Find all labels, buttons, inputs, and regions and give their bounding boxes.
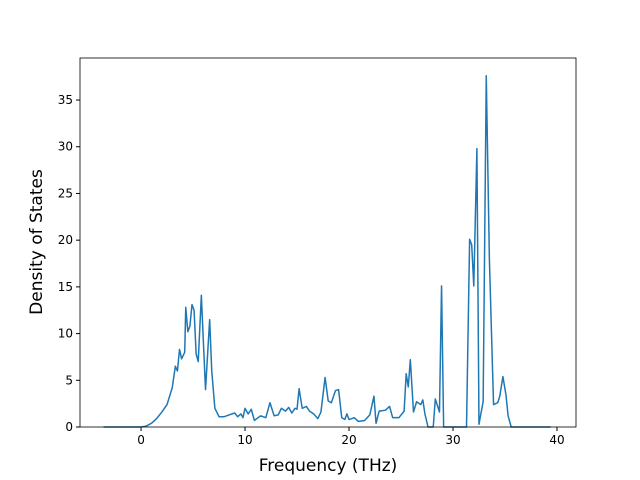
x-tick-label: 10 — [237, 433, 252, 447]
y-tick-label: 30 — [58, 140, 73, 154]
x-tick-label: 0 — [137, 433, 145, 447]
y-axis-label: Density of States — [27, 169, 47, 315]
data-line — [103, 74, 551, 428]
x-tick-label: 20 — [341, 433, 356, 447]
y-tick-label: 10 — [58, 327, 73, 341]
y-tick-label: 15 — [58, 280, 73, 294]
y-tick-label: 35 — [58, 93, 73, 107]
y-tick-label: 20 — [58, 233, 73, 247]
axes-frame — [79, 57, 577, 428]
x-tick-label: 40 — [549, 433, 564, 447]
y-tick-label: 0 — [65, 420, 73, 434]
y-tick-label: 5 — [65, 373, 73, 387]
y-tick-label: 25 — [58, 186, 73, 200]
x-tick-label: 30 — [445, 433, 460, 447]
x-axis-label: Frequency (THz) — [259, 456, 398, 476]
